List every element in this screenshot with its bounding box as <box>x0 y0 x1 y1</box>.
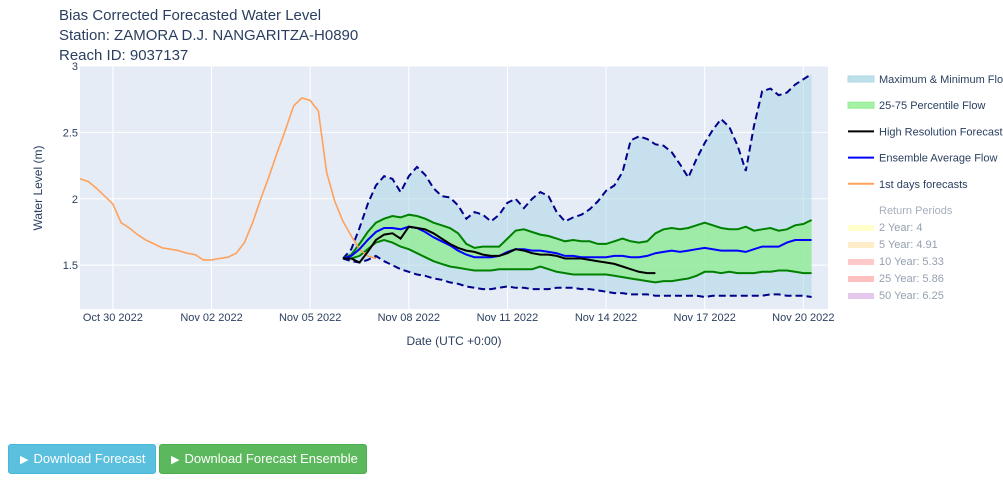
y-tick-label: 2 <box>72 194 78 206</box>
legend-swatch <box>848 293 874 299</box>
play-icon: ▶ <box>171 454 180 466</box>
play-icon: ▶ <box>20 454 29 466</box>
chart-title: Bias Corrected Forecasted Water Level St… <box>59 6 358 66</box>
ensemble-average-line <box>342 225 812 260</box>
legend-swatch <box>848 259 874 265</box>
legend-item[interactable]: Maximum & Minimum Flow <box>847 74 1003 86</box>
x-axis-ticks: Oct 30 2022 Nov 02 2022 Nov 05 2022 Nov 08 … <box>83 312 835 324</box>
water-level-chart: Oct 30 2022 Nov 02 2022 Nov 05 2022 Nov 08 … <box>31 61 1003 348</box>
legend-item-return-period[interactable]: 10 Year: 5.33 <box>848 256 944 268</box>
download-ensemble-button[interactable]: ▶ Download Forecast Ensemble <box>159 444 367 474</box>
legend-swatch <box>848 225 874 231</box>
x-tick-label: Oct 30 2022 <box>83 312 143 324</box>
legend-item-return-period[interactable]: 2 Year: 4 <box>848 222 922 234</box>
max-flow-line <box>342 73 813 260</box>
percentile-25-line <box>343 238 812 284</box>
x-tick-label: Nov 05 2022 <box>279 312 341 324</box>
y-tick-label: 2.5 <box>63 127 78 139</box>
return-periods-title: Return Periods <box>879 205 953 217</box>
download-ensemble-label: Download Forecast Ensemble <box>184 451 358 466</box>
min-flow-line <box>342 254 812 299</box>
legend-swatch <box>847 101 875 109</box>
series-layer <box>80 73 813 299</box>
legend-item[interactable]: 25-75 Percentile Flow <box>847 100 985 112</box>
high-resolution-forecast-line <box>343 225 656 275</box>
percentile-flow-band <box>343 214 812 283</box>
download-forecast-label: Download Forecast <box>33 451 146 466</box>
legend-label: 25 Year: 5.86 <box>879 273 944 285</box>
legend-item[interactable]: 1st days forecasts <box>848 179 968 191</box>
y-axis-label: Water Level (m) <box>31 146 45 231</box>
legend-swatch <box>848 242 874 248</box>
y-tick-label: 1.5 <box>63 260 78 272</box>
legend-item-return-period[interactable]: 5 Year: 4.91 <box>848 239 938 251</box>
chart-legend[interactable]: Maximum & Minimum Flow 25-75 Percentile F… <box>847 74 1003 302</box>
x-axis-label: Date (UTC +0:00) <box>406 334 501 348</box>
x-tick-label: Nov 02 2022 <box>180 312 242 324</box>
title-line-1: Bias Corrected Forecasted Water Level <box>59 7 322 24</box>
x-tick-label: Nov 08 2022 <box>378 312 440 324</box>
legend-label: 2 Year: 4 <box>879 222 922 234</box>
y-axis-ticks: 1.5 2 2.5 3 <box>63 61 78 272</box>
percentile-75-line <box>342 213 813 260</box>
legend-label: 50 Year: 6.25 <box>879 290 944 302</box>
legend-label: 5 Year: 4.91 <box>879 239 938 251</box>
legend-label: Maximum & Minimum Flow <box>879 74 1003 86</box>
legend-label: Ensemble Average Flow <box>879 153 997 165</box>
legend-label: 25-75 Percentile Flow <box>879 100 985 112</box>
title-line-3: Reach ID: 9037137 <box>59 47 189 64</box>
title-line-2: Station: ZAMORA D.J. NANGARITZA-H0890 <box>59 27 359 44</box>
legend-label: High Resolution Forecast <box>879 126 1003 138</box>
x-tick-label: Nov 20 2022 <box>772 312 834 324</box>
x-tick-label: Nov 17 2022 <box>674 312 736 324</box>
x-tick-label: Nov 14 2022 <box>575 312 637 324</box>
legend-swatch <box>848 276 874 282</box>
x-tick-label: Nov 11 2022 <box>477 312 539 324</box>
download-forecast-button[interactable]: ▶ Download Forecast <box>8 444 156 474</box>
legend-item[interactable]: Ensemble Average Flow <box>848 153 997 165</box>
legend-item-return-period[interactable]: 50 Year: 6.25 <box>848 290 944 302</box>
legend-swatch <box>847 75 875 83</box>
legend-label: 1st days forecasts <box>879 179 968 191</box>
legend-item-return-period[interactable]: 25 Year: 5.86 <box>848 273 944 285</box>
y-tick-label: 3 <box>72 61 78 73</box>
first-days-forecast-line <box>80 96 377 261</box>
legend-label: 10 Year: 5.33 <box>879 256 944 268</box>
legend-item[interactable]: High Resolution Forecast <box>848 126 1003 138</box>
